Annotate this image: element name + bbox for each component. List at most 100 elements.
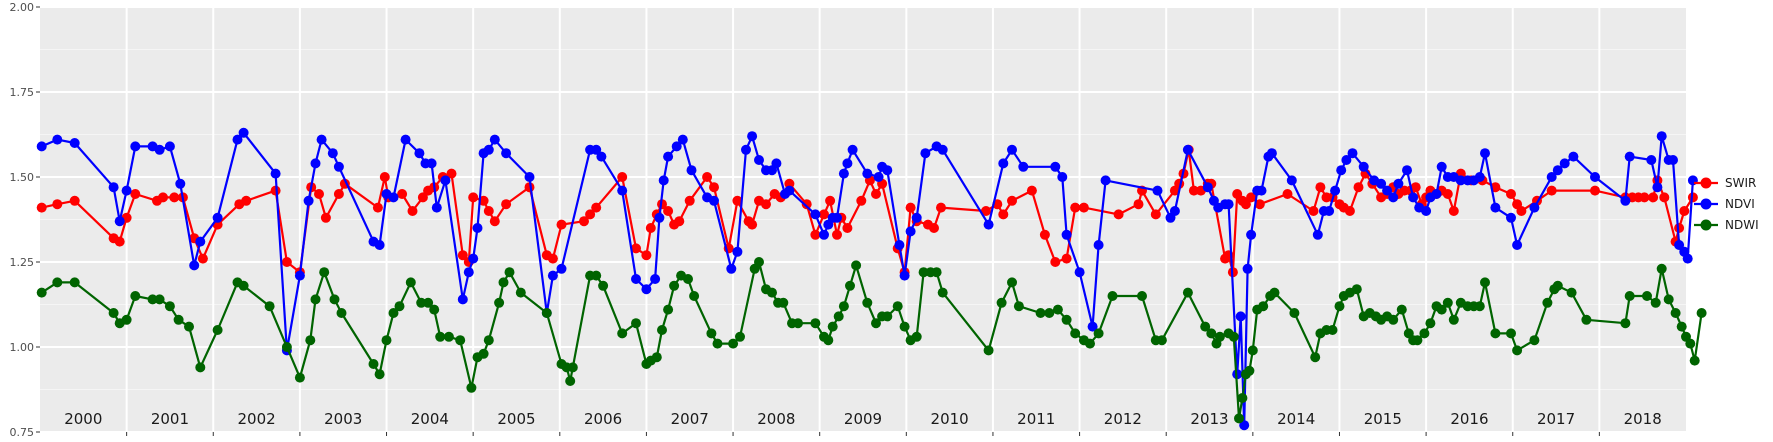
data-point-ndwi xyxy=(911,331,922,342)
data-point-ndvi xyxy=(1402,165,1412,176)
data-point-ndvi xyxy=(1182,144,1193,155)
data-point-swir xyxy=(842,223,853,233)
data-point-swir xyxy=(130,189,141,199)
data-point-ndvi xyxy=(650,274,661,284)
data-point-swir xyxy=(1315,182,1326,193)
data-point-swir xyxy=(631,243,641,254)
data-point-ndwi xyxy=(388,308,399,318)
data-point-ndwi xyxy=(1182,287,1193,298)
data-point-swir xyxy=(478,195,489,206)
data-point-swir xyxy=(1078,202,1089,213)
data-point-ndwi xyxy=(996,297,1007,308)
data-point-ndvi xyxy=(1490,202,1501,213)
data-point-ndwi xyxy=(52,277,63,288)
data-point-swir xyxy=(585,209,596,220)
data-point-ndvi xyxy=(501,148,512,159)
data-point-ndvi xyxy=(819,229,829,240)
data-point-swir xyxy=(1282,189,1293,199)
data-point-ndwi xyxy=(494,297,505,308)
data-point-ndvi xyxy=(882,165,893,176)
y-tick-label: 1.50 xyxy=(10,171,35,184)
data-point-ndwi xyxy=(1351,284,1362,295)
data-point-ndwi xyxy=(1013,301,1024,312)
data-point-swir xyxy=(158,192,168,203)
data-point-ndvi xyxy=(709,195,719,206)
data-point-ndvi xyxy=(1239,420,1250,431)
data-point-ndwi xyxy=(1035,308,1046,318)
data-point-ndvi xyxy=(1256,185,1267,196)
data-point-ndvi xyxy=(472,223,483,233)
data-point-ndvi xyxy=(1568,151,1579,162)
data-point-swir xyxy=(998,209,1009,220)
data-point-swir xyxy=(1007,195,1017,206)
data-point-swir xyxy=(1308,206,1319,216)
data-point-ndvi xyxy=(905,226,916,237)
data-point-swir xyxy=(663,206,674,216)
data-point-ndwi xyxy=(147,294,158,305)
data-point-ndwi xyxy=(1419,328,1430,339)
data-point-swir xyxy=(684,195,695,206)
data-point-ndwi xyxy=(1093,328,1104,339)
year-label: 2000 xyxy=(64,410,102,428)
data-point-ndwi xyxy=(184,321,194,332)
data-point-ndvi xyxy=(677,134,688,145)
data-point-ndwi xyxy=(669,280,680,291)
data-point-ndwi xyxy=(1663,294,1674,305)
data-point-swir xyxy=(1659,192,1670,203)
data-point-swir xyxy=(936,202,946,213)
data-point-swir xyxy=(709,182,719,193)
data-point-ndwi xyxy=(728,338,739,349)
data-point-ndvi xyxy=(556,263,567,274)
data-point-ndwi xyxy=(478,348,489,359)
y-tick-label: 1.25 xyxy=(10,256,35,269)
data-point-ndwi xyxy=(435,331,446,342)
data-point-ndwi xyxy=(1396,304,1407,315)
data-point-ndvi xyxy=(36,141,47,152)
data-point-ndwi xyxy=(657,325,667,335)
data-point-swir xyxy=(417,192,428,203)
data-point-ndwi xyxy=(1506,328,1516,339)
legend-key-point xyxy=(1700,177,1712,189)
data-point-ndwi xyxy=(591,270,602,281)
data-point-swir xyxy=(617,172,628,182)
data-point-ndwi xyxy=(1656,263,1667,274)
data-point-ndwi xyxy=(1689,355,1700,366)
year-label: 2007 xyxy=(671,410,709,428)
data-point-swir xyxy=(905,202,916,213)
data-point-ndvi xyxy=(732,246,743,257)
data-point-ndwi xyxy=(1490,328,1501,339)
data-point-ndwi xyxy=(1442,297,1453,308)
data-point-swir xyxy=(579,216,589,227)
data-point-ndvi xyxy=(1559,158,1570,169)
data-point-ndwi xyxy=(1052,304,1063,315)
series-ndvi xyxy=(36,127,1698,431)
data-point-swir xyxy=(397,189,408,199)
data-point-swir xyxy=(468,192,479,203)
data-point-ndwi xyxy=(1624,291,1635,301)
data-point-ndwi xyxy=(416,297,427,308)
data-point-ndvi xyxy=(175,178,186,189)
data-point-ndwi xyxy=(871,318,881,329)
data-point-ndwi xyxy=(1620,318,1631,329)
data-point-ndvi xyxy=(747,131,758,142)
data-point-ndwi xyxy=(1388,314,1399,325)
data-point-ndwi xyxy=(1436,304,1447,315)
data-point-swir xyxy=(314,189,324,199)
data-point-ndvi xyxy=(671,141,682,152)
data-point-swir xyxy=(52,199,63,210)
data-point-swir xyxy=(1442,189,1453,199)
data-point-ndvi xyxy=(1169,206,1180,216)
data-point-ndwi xyxy=(1480,277,1490,288)
data-point-ndvi xyxy=(1152,185,1163,196)
data-point-ndvi xyxy=(431,202,442,213)
data-point-swir xyxy=(372,202,383,213)
year-label: 2014 xyxy=(1277,410,1315,428)
data-point-ndwi xyxy=(368,359,379,369)
data-point-ndwi xyxy=(515,287,526,298)
year-label: 2018 xyxy=(1624,410,1662,428)
data-point-ndvi xyxy=(983,219,994,230)
data-point-swir xyxy=(1026,185,1037,196)
data-point-swir xyxy=(819,209,829,220)
data-point-ndvi xyxy=(1376,178,1387,189)
data-point-ndvi xyxy=(911,212,922,223)
